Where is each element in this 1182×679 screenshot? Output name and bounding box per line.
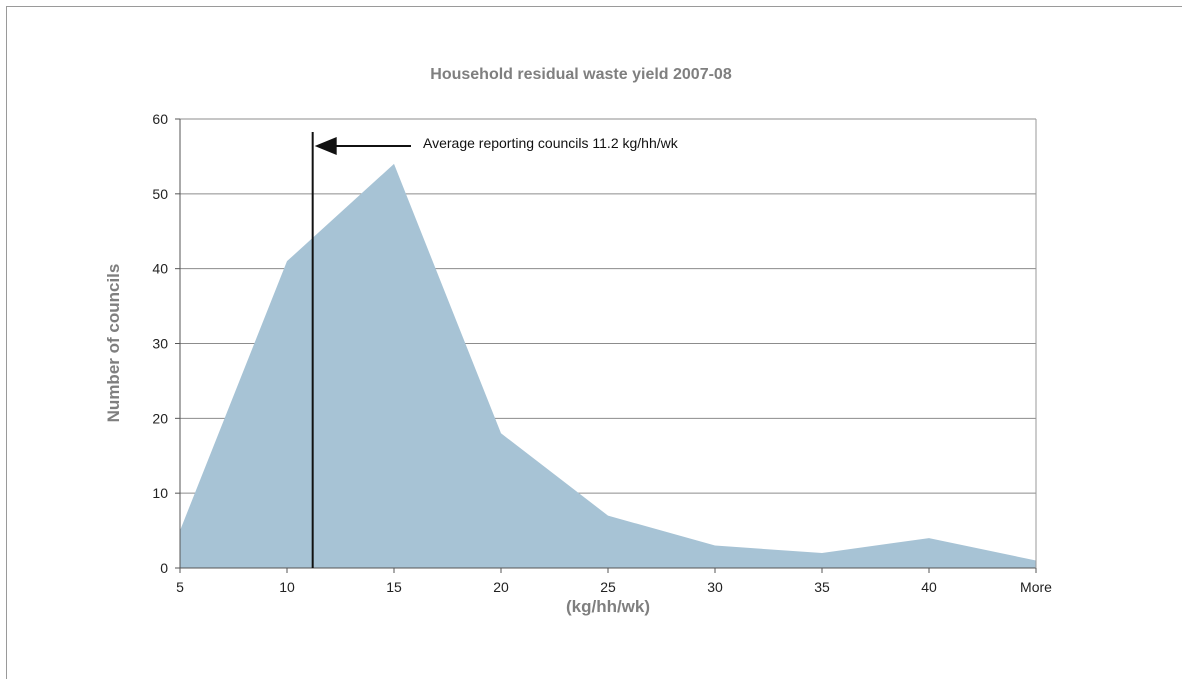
- series-area-group: [180, 163, 1036, 568]
- y-tick-label: 30: [152, 336, 168, 352]
- x-tick-label: 5: [176, 579, 184, 595]
- y-tick-label: 50: [152, 186, 168, 202]
- y-tick-label: 60: [152, 111, 168, 127]
- series-area: [180, 163, 1036, 568]
- average-annotation-label: Average reporting councils 11.2 kg/hh/wk: [423, 135, 679, 151]
- y-tick-label: 40: [152, 261, 168, 277]
- y-axis-label: Number of councils: [104, 264, 123, 423]
- chart-frame: [6, 6, 1182, 679]
- chart-title: Household residual waste yield 2007-08: [430, 66, 732, 83]
- x-tick-labels: 5 10 15 20 25 30 35 40 More: [176, 579, 1052, 595]
- x-tick-label: 20: [493, 579, 509, 595]
- average-annotation: Average reporting councils 11.2 kg/hh/wk: [311, 132, 679, 568]
- axes: [175, 118, 1037, 573]
- x-tick-label: 40: [921, 579, 937, 595]
- y-tick-label: 10: [152, 485, 168, 501]
- x-tick-label: 35: [814, 579, 830, 595]
- annotation-arrowhead: [314, 137, 337, 155]
- x-tick-label: 30: [707, 579, 723, 595]
- grid-lines: [180, 118, 1036, 494]
- x-tick-label: 25: [600, 579, 616, 595]
- x-tick-label: 10: [279, 579, 295, 595]
- y-tick-labels: 0 10 20 30 40 50 60: [152, 111, 168, 576]
- y-tick-label: 20: [152, 410, 168, 426]
- x-tick-label: More: [1020, 579, 1052, 595]
- y-tick-label: 0: [160, 560, 168, 576]
- x-tick-label: 15: [386, 579, 402, 595]
- x-axis-label: (kg/hh/wk): [566, 597, 650, 616]
